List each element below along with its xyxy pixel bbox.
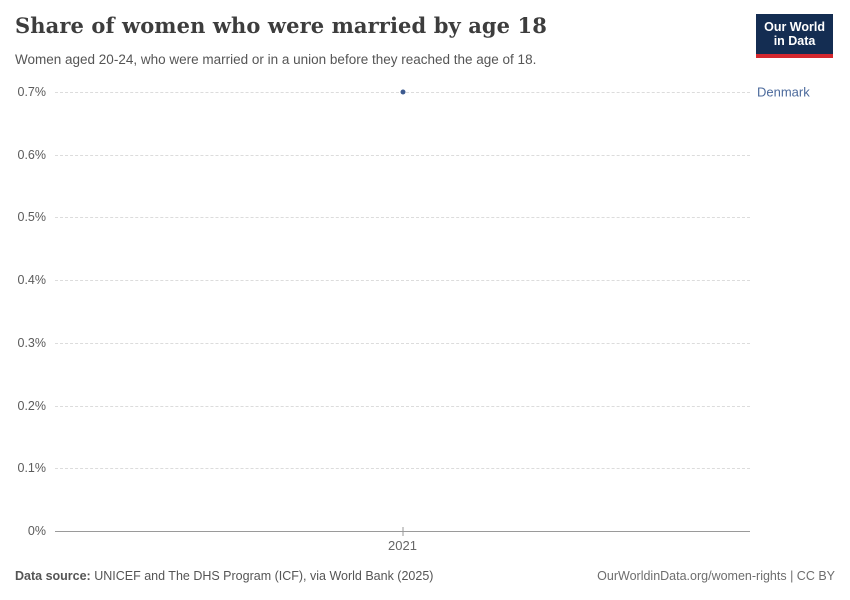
y-axis-tick-label: 0.5% xyxy=(17,210,47,225)
logo-line-1: Our World xyxy=(764,20,825,34)
y-axis-tick-label: 0.3% xyxy=(17,335,47,350)
logo-line-2: in Data xyxy=(773,34,816,49)
series-label-denmark[interactable]: Denmark xyxy=(757,84,810,100)
chart-subtitle: Women aged 20-24, who were married or in… xyxy=(15,52,537,67)
y-axis-tick-label: 0.1% xyxy=(17,461,47,476)
owid-logo[interactable]: Our World in Data xyxy=(756,14,833,58)
gridline xyxy=(55,154,750,156)
data-point-denmark[interactable] xyxy=(400,89,405,95)
x-axis-tick xyxy=(402,527,403,536)
data-source-label: Data source: xyxy=(15,569,91,583)
attribution-link[interactable]: OurWorldinData.org/women-rights | CC BY xyxy=(597,569,835,583)
chart-title: Share of women who were married by age 1… xyxy=(15,13,547,38)
x-axis-tick-label: 2021 xyxy=(388,538,417,553)
y-axis-tick-label: 0% xyxy=(27,524,46,538)
gridline xyxy=(55,468,750,470)
gridline xyxy=(55,405,750,407)
y-axis-tick-label: 0.6% xyxy=(17,147,47,162)
y-axis-tick-label: 0.2% xyxy=(17,398,47,413)
y-axis-tick-label: 0.4% xyxy=(17,273,47,288)
data-source-note: Data source: UNICEF and The DHS Program … xyxy=(15,569,433,583)
gridline xyxy=(55,280,750,282)
gridline xyxy=(55,342,750,344)
gridline xyxy=(55,217,750,219)
data-source-text: UNICEF and The DHS Program (ICF), via Wo… xyxy=(90,569,434,583)
y-axis-tick-label: 0.7% xyxy=(17,85,47,99)
